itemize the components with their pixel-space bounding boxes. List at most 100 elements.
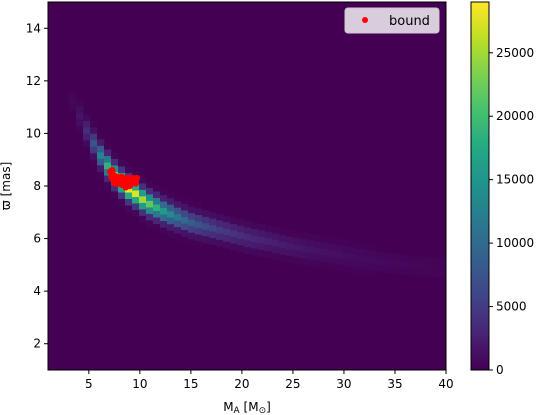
heatmap-cell [237,232,245,240]
heatmap-cell [83,114,91,122]
heatmap-cell [104,162,112,170]
bound-point [118,173,125,180]
heatmap-cell [244,221,252,228]
heatmap-cell [188,219,196,227]
heatmap-cell [125,166,133,174]
heatmap-cell [69,104,77,112]
heatmap-cell [167,230,175,238]
heatmap-cell [293,237,301,245]
heatmap-cell [83,133,91,141]
legend-label-bound: bound [389,14,430,29]
legend-box [344,7,440,34]
heatmap-cell [321,236,329,243]
heatmap-cell [258,243,266,251]
colorbar-tick-label: 15000 [496,173,534,187]
heatmap-cell [125,199,133,206]
x-tick-label: 10 [132,377,147,391]
y-axis-label: ϖ [mas] [0,162,13,211]
heatmap-cell [265,231,273,239]
heatmap-cell [132,203,140,211]
heatmap-cell [384,259,392,267]
heatmap-cell [167,204,175,212]
y-axis-ticks: 2 4 6 8 10 12 14 [26,21,48,351]
heatmap-cell [279,254,287,262]
heatmap-cell [76,126,84,133]
heatmap-cell [356,255,364,262]
heatmap-cell [146,207,154,215]
heatmap-cell [195,215,203,222]
heatmap-cell [153,198,161,205]
heatmap-cell [272,240,280,247]
x-tick-label: 20 [234,377,249,391]
heatmap-cell [188,239,196,247]
heatmap-cell [111,185,119,192]
heatmap-cell [146,213,154,221]
heatmap-cell [251,248,259,256]
heatmap-cell [433,257,441,265]
heatmap-cell [195,208,203,216]
heatmap-cell [195,234,203,242]
heatmap-cell [90,146,98,154]
heatmap-cell [342,246,350,254]
heatmap-cell [202,210,210,218]
heatmap-cell [167,211,175,219]
heatmap-cell [139,189,147,197]
heatmap-cell [111,152,119,160]
heatmap-cell [412,269,420,276]
heatmap-cell [279,241,287,249]
heatmap-cell [342,265,350,273]
heatmap-cell [356,261,364,269]
heatmap-cell [279,228,287,236]
heatmap-cell [286,236,294,244]
heatmap-cell [314,260,322,268]
heatmap-cell [265,225,273,233]
heatmap-cell [167,191,175,199]
x-axis-label: MA [M⊙] [223,400,271,415]
legend: bound [344,7,440,34]
heatmap-cell [202,216,210,224]
heatmap-cell [195,241,203,248]
heatmap-cell [377,264,385,272]
heatmap-cell [97,132,105,140]
heatmap-cell [111,159,119,166]
colorbar-tick-label: 5000 [496,300,527,314]
legend-marker-bound [362,17,368,23]
heatmap-cell [209,238,217,245]
heatmap-cell [188,213,196,221]
heatmap-cell [69,97,77,105]
heatmap-cell [160,188,168,196]
heatmap-cell [307,233,315,241]
heatmap-cell [300,232,308,240]
x-tick-label: 35 [387,377,402,391]
heatmap-cell [244,234,252,241]
heatmap-cell [405,255,413,263]
heatmap-cell [398,261,406,268]
heatmap-cell [97,152,105,160]
heatmap-cell [139,209,147,217]
heatmap-cell [300,245,308,253]
heatmap-cell [132,184,140,191]
heatmap-cell [286,249,294,257]
heatmap-cell [153,217,161,225]
heatmap-cell [104,175,112,183]
heatmap-cell [90,133,98,141]
heatmap-cell [321,255,329,263]
heatmap-cell [419,263,427,270]
heatmap-cell [440,257,446,265]
heatmap-cell [153,224,161,231]
heatmap-cell [90,140,98,148]
heatmap-cell [118,186,126,193]
heatmap-cell [328,243,336,251]
x-tick-label: 25 [285,377,300,391]
heatmap-cell [335,264,343,272]
heatmap-cell [181,223,189,231]
bound-point [109,167,116,174]
heatmap-cell [167,198,175,206]
heatmap-cell [335,251,343,259]
heatmap-cell [195,202,203,209]
heatmap-cell [335,238,343,246]
heatmap-cell [349,247,357,255]
heatmap-cell [188,226,196,234]
heatmap-cell [370,251,378,258]
